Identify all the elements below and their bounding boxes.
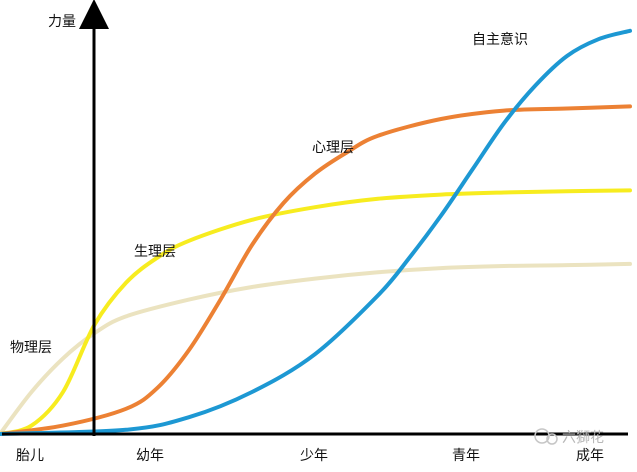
series-label-physiological: 生理层 [134, 244, 176, 260]
x-tick-label: 胎儿 [16, 448, 44, 464]
wechat-icon [546, 433, 558, 445]
y-axis-label: 力量 [48, 14, 76, 30]
x-tick-label: 青年 [452, 448, 480, 464]
series-line-1 [0, 188, 632, 436]
x-tick-label: 幼年 [136, 448, 164, 464]
watermark-text: 六獅花 [562, 430, 604, 446]
series-line-2 [0, 104, 632, 436]
series-layer [0, 28, 632, 436]
series-label-physical: 物理层 [10, 340, 52, 356]
x-tick-label: 少年 [300, 448, 328, 464]
watermark: 六獅花 [534, 428, 604, 446]
series-line-0 [0, 261, 632, 436]
x-tick-label: 成年 [576, 448, 604, 464]
series-label-psychological: 心理层 [312, 140, 354, 156]
wechat-icon [534, 428, 550, 444]
series-label-autonomy: 自主意识 [472, 31, 528, 48]
series-line-3 [0, 28, 632, 436]
